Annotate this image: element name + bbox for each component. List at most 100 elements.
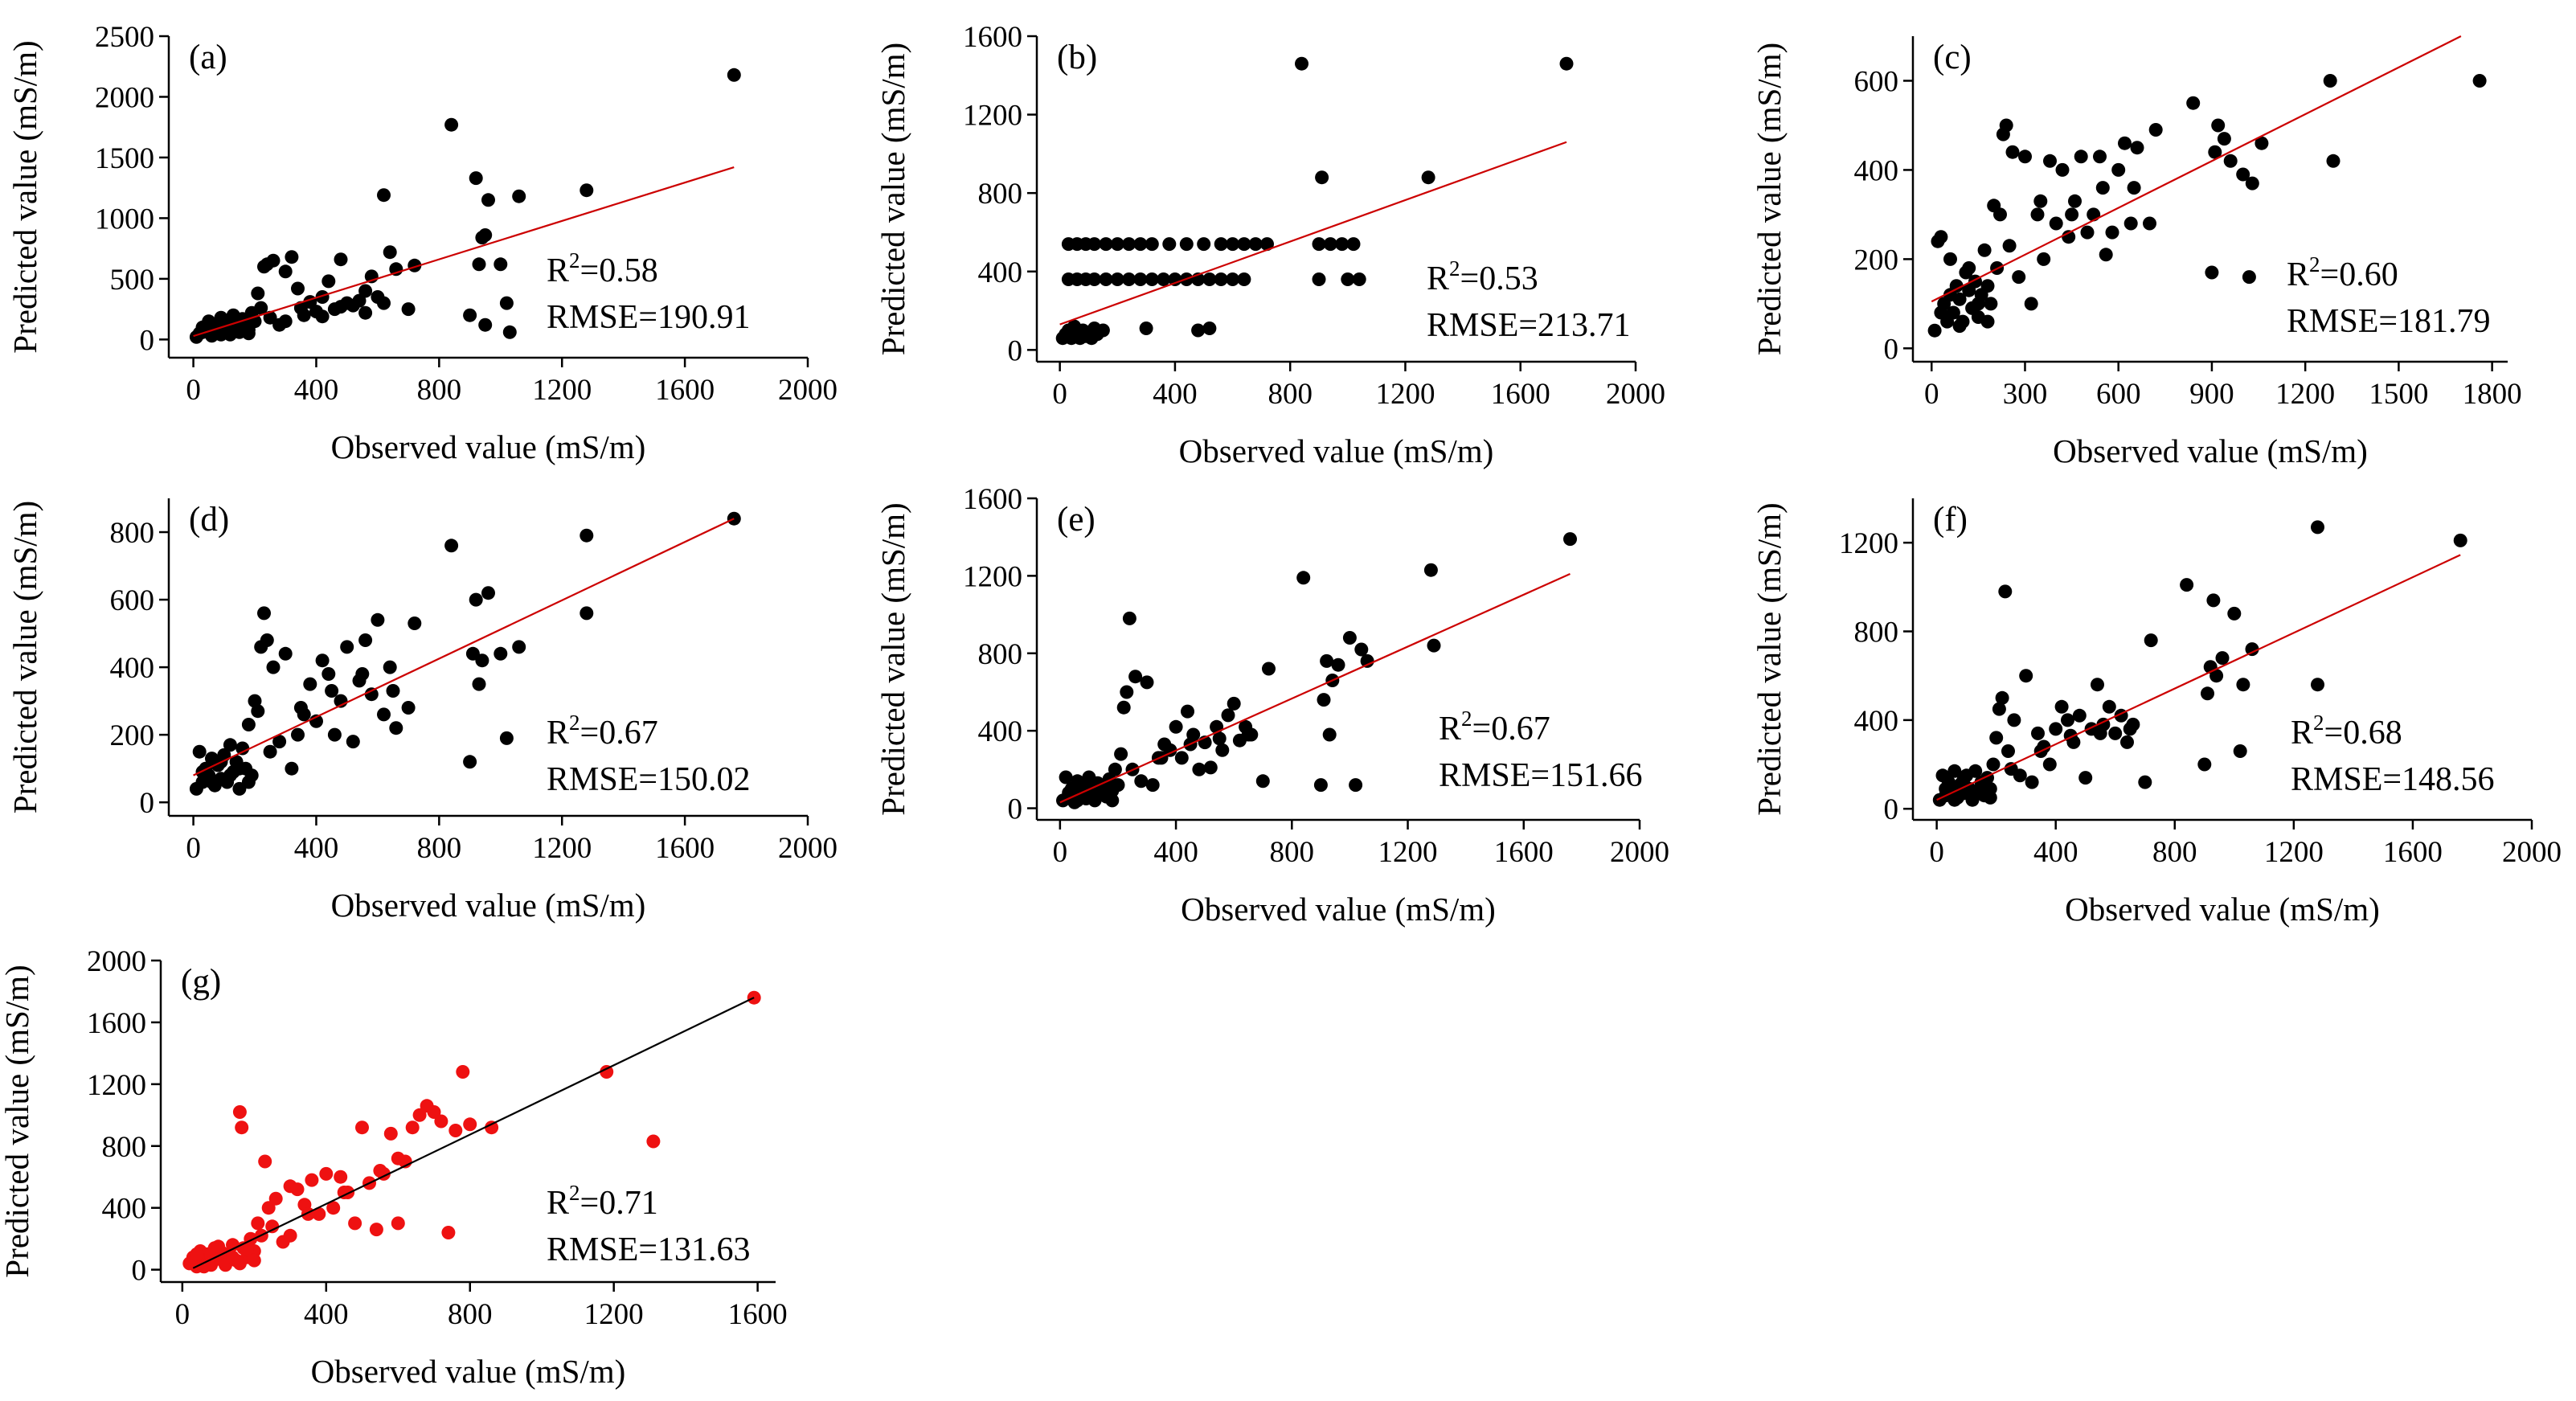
data-point [1934, 305, 1948, 320]
data-point [340, 640, 354, 654]
data-point [383, 1126, 398, 1141]
data-point [305, 1173, 319, 1187]
data-point [1163, 743, 1177, 757]
data-point [1226, 272, 1240, 286]
rmse-label: RMSE=181.79 [2287, 303, 2491, 340]
data-point [240, 1243, 254, 1257]
y-tick-label: 2500 [95, 21, 154, 54]
data-point [2205, 265, 2219, 280]
data-point [293, 301, 308, 315]
data-point [441, 1226, 456, 1239]
data-point [1346, 237, 1361, 252]
data-point [2093, 150, 2107, 164]
x-tick-label: 1600 [1491, 378, 1550, 411]
data-point [1962, 261, 1976, 275]
data-point [1145, 237, 1159, 252]
data-point [1946, 305, 1960, 320]
data-point [334, 252, 348, 267]
panel-e: 0 400 800 1200 1600 2000 0 400 800 1200 1600 Observ… [874, 483, 1669, 928]
x-tick-label: 2000 [778, 374, 838, 407]
data-point [2062, 230, 2076, 244]
data-point [2108, 726, 2123, 740]
data-point [2143, 216, 2156, 231]
data-point [434, 1114, 448, 1129]
data-point [1116, 700, 1131, 715]
data-point [646, 1134, 661, 1149]
data-point [263, 744, 277, 759]
x-tick-label: 1200 [2264, 836, 2324, 869]
data-point [1079, 776, 1093, 790]
data-point [485, 1120, 499, 1135]
data-point [1993, 207, 2007, 222]
data-point [444, 539, 459, 553]
panel-label: (f) [1933, 501, 1968, 539]
data-point [1197, 237, 1211, 252]
panel-label: (d) [189, 501, 229, 539]
data-point [312, 1206, 326, 1221]
data-point [1169, 719, 1183, 734]
data-point [377, 296, 391, 310]
data-point [2043, 154, 2057, 168]
data-point [327, 727, 342, 742]
data-point [401, 302, 416, 317]
x-tick-label: 2000 [1606, 378, 1665, 411]
r2-label: R2=0.67 [1439, 707, 1550, 748]
y-tick-label: 500 [110, 264, 155, 297]
data-point [1181, 704, 1194, 719]
panel-c: 0 300 600 900 1200 1500 1800 0 200 400 600 Observed… [1751, 35, 2522, 469]
x-axis-label: Observed value (mS/m) [1181, 891, 1496, 928]
data-point [1212, 731, 1227, 746]
data-point [1128, 670, 1143, 684]
y-tick-label: 0 [1884, 333, 1899, 366]
data-point [291, 281, 305, 296]
data-point [469, 171, 483, 186]
data-point [192, 744, 207, 759]
data-point [386, 684, 400, 698]
data-point [1227, 696, 1241, 711]
data-point [241, 775, 256, 789]
x-tick-label: 1600 [1494, 836, 1554, 869]
data-point [1952, 319, 1967, 334]
data-point [1999, 118, 2013, 133]
data-point [579, 528, 594, 543]
data-point [2054, 699, 2069, 714]
data-point [197, 1260, 211, 1274]
x-tick-label: 400 [1153, 378, 1198, 411]
x-tick-label: 400 [2033, 836, 2078, 869]
data-point [478, 317, 493, 332]
data-point [2208, 145, 2222, 159]
data-point [2093, 726, 2107, 740]
data-point [266, 660, 281, 674]
x-tick-label: 600 [2096, 378, 2141, 411]
x-tick-label: 1200 [532, 374, 592, 407]
data-point [1992, 702, 2006, 716]
data-point [1215, 743, 1230, 757]
panel-label: (a) [189, 39, 227, 76]
fit-line [1931, 35, 2462, 303]
data-point [223, 738, 237, 752]
data-point [1427, 638, 1441, 653]
data-point [448, 1124, 463, 1137]
data-point [727, 511, 741, 526]
data-point [2019, 669, 2033, 683]
x-tick-label: 0 [1929, 836, 1944, 869]
data-point [1122, 272, 1136, 286]
data-point [377, 188, 391, 203]
data-point [326, 1201, 341, 1215]
data-point [2144, 633, 2158, 648]
data-point [232, 1105, 247, 1119]
data-point [1110, 237, 1124, 252]
data-point [1421, 170, 1435, 185]
data-point [2001, 744, 2015, 758]
data-point [1296, 571, 1311, 585]
panel-label: (e) [1057, 501, 1096, 539]
x-tick-label: 400 [1153, 836, 1198, 869]
data-point [1226, 237, 1240, 252]
data-point [2120, 735, 2134, 749]
data-point [2118, 136, 2132, 150]
data-point [600, 1065, 614, 1079]
data-point [2245, 176, 2259, 190]
data-point [358, 305, 373, 320]
rmse-label: RMSE=151.66 [1439, 757, 1643, 794]
data-point [2233, 744, 2247, 758]
